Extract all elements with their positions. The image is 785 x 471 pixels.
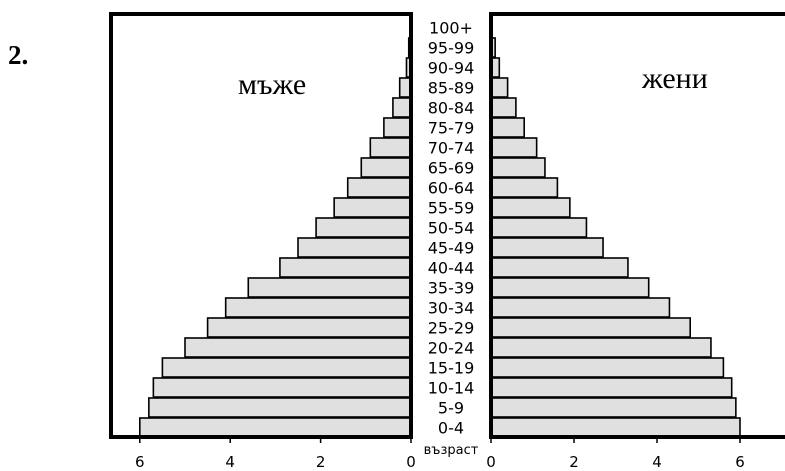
age-label-50-54: 50-54 <box>428 219 475 238</box>
male-bar-15-19 <box>161 357 412 378</box>
female-bar-50-54 <box>490 217 588 238</box>
male-bar-30-34 <box>224 297 412 318</box>
age-label-5-9: 5-9 <box>438 399 464 418</box>
x-axis-ticks: 6 4 2 0 0 2 4 6 <box>135 437 745 471</box>
age-label-45-49: 45-49 <box>428 239 475 258</box>
male-bar-60-64 <box>346 177 412 198</box>
left-tick-0: 0 <box>406 453 416 471</box>
male-bar-80-84 <box>392 97 412 118</box>
right-tick-4: 4 <box>652 453 662 471</box>
age-label-20-24: 20-24 <box>428 339 475 358</box>
age-axis-label: възраст <box>424 443 479 458</box>
female-bar-75-79 <box>490 117 526 138</box>
female-bar-35-39 <box>490 277 650 298</box>
right-tick-6: 6 <box>735 453 745 471</box>
female-frame <box>489 12 785 439</box>
age-label-40-44: 40-44 <box>428 259 475 278</box>
male-frame <box>109 12 413 439</box>
age-label-100+: 100+ <box>429 19 473 38</box>
left-tick-6: 6 <box>135 453 145 471</box>
male-bar-40-44 <box>279 257 412 278</box>
age-label-10-14: 10-14 <box>428 379 475 398</box>
female-bar-60-64 <box>490 177 559 198</box>
male-bar-50-54 <box>315 217 412 238</box>
age-label-95-99: 95-99 <box>428 39 475 58</box>
female-bar-65-69 <box>490 157 546 178</box>
male-bar-5-9 <box>148 397 412 418</box>
male-bar-35-39 <box>247 277 412 298</box>
age-label-35-39: 35-39 <box>428 279 475 298</box>
male-series-label: мъже <box>238 68 307 101</box>
female-bar-10-14 <box>490 377 733 398</box>
female-bar-5-9 <box>490 397 737 418</box>
male-bars <box>139 37 412 438</box>
male-bar-65-69 <box>360 157 412 178</box>
age-label-30-34: 30-34 <box>428 299 475 318</box>
female-bar-55-59 <box>490 197 571 218</box>
age-label-55-59: 55-59 <box>428 199 475 218</box>
age-label-25-29: 25-29 <box>428 319 475 338</box>
male-bar-75-79 <box>383 117 412 138</box>
female-bar-45-49 <box>490 237 604 258</box>
age-label-65-69: 65-69 <box>428 159 475 178</box>
female-bar-0-4 <box>490 417 741 438</box>
right-tick-2: 2 <box>569 453 579 471</box>
age-label-15-19: 15-19 <box>428 359 475 378</box>
left-tick-2: 2 <box>316 453 326 471</box>
male-bar-55-59 <box>333 197 412 218</box>
female-bar-70-74 <box>490 137 538 158</box>
female-bar-85-89 <box>490 77 509 98</box>
age-label-70-74: 70-74 <box>428 139 475 158</box>
male-bar-25-29 <box>206 317 412 338</box>
age-label-80-84: 80-84 <box>428 99 475 118</box>
female-bar-20-24 <box>490 337 712 358</box>
question-number: 2. <box>8 40 29 70</box>
age-group-labels: 0-45-910-1415-1920-2425-2930-3435-3940-4… <box>428 19 475 438</box>
male-bar-20-24 <box>184 337 412 358</box>
age-label-85-89: 85-89 <box>428 79 475 98</box>
age-label-90-94: 90-94 <box>428 59 475 78</box>
female-bars <box>490 37 741 438</box>
male-bar-0-4 <box>139 417 412 438</box>
female-bar-80-84 <box>490 97 517 118</box>
female-bar-15-19 <box>490 357 725 378</box>
male-bar-70-74 <box>369 137 412 158</box>
female-bar-40-44 <box>490 257 629 278</box>
age-label-0-4: 0-4 <box>438 419 464 438</box>
right-tick-0: 0 <box>486 453 496 471</box>
male-bar-45-49 <box>297 237 412 258</box>
female-bar-30-34 <box>490 297 671 318</box>
age-label-60-64: 60-64 <box>428 179 475 198</box>
left-tick-4: 4 <box>225 453 235 471</box>
age-label-75-79: 75-79 <box>428 119 475 138</box>
female-series-label: жени <box>642 62 708 95</box>
female-bar-25-29 <box>490 317 691 338</box>
chart-frames <box>109 12 785 439</box>
male-bar-10-14 <box>152 377 412 398</box>
